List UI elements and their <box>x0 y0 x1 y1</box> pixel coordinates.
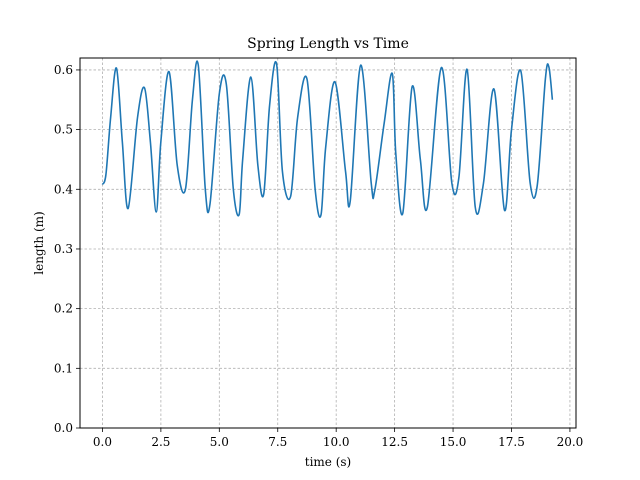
chart-title: Spring Length vs Time <box>247 36 409 52</box>
x-tick-label: 7.5 <box>268 435 287 449</box>
x-tick-label: 10.0 <box>323 435 350 449</box>
y-tick-label: 0.1 <box>54 361 73 375</box>
ticks: 0.0 2.5 5.0 7.5 10.0 12.5 15.0 17.5 20.0 0.0 0.1 0.… <box>54 63 583 449</box>
axes-frame <box>79 57 577 429</box>
y-tick-label: 0.3 <box>54 242 73 256</box>
x-tick-label: 5.0 <box>210 435 229 449</box>
x-tick-label: 20.0 <box>557 435 584 449</box>
y-tick-label: 0.2 <box>54 302 73 316</box>
y-tick-label: 0.6 <box>54 63 73 77</box>
series-line <box>101 60 554 218</box>
x-tick-label: 15.0 <box>440 435 467 449</box>
x-tick-label: 2.5 <box>151 435 170 449</box>
y-tick-label: 0.0 <box>54 421 73 435</box>
y-axis-label: length (m) <box>32 211 46 274</box>
x-tick-label: 0.0 <box>93 435 112 449</box>
x-tick-label: 17.5 <box>498 435 525 449</box>
x-axis-label: time (s) <box>305 455 351 469</box>
y-tick-label: 0.5 <box>54 123 73 137</box>
plot-lines <box>101 60 554 218</box>
x-tick-label: 12.5 <box>381 435 408 449</box>
y-tick-label: 0.4 <box>54 182 73 196</box>
